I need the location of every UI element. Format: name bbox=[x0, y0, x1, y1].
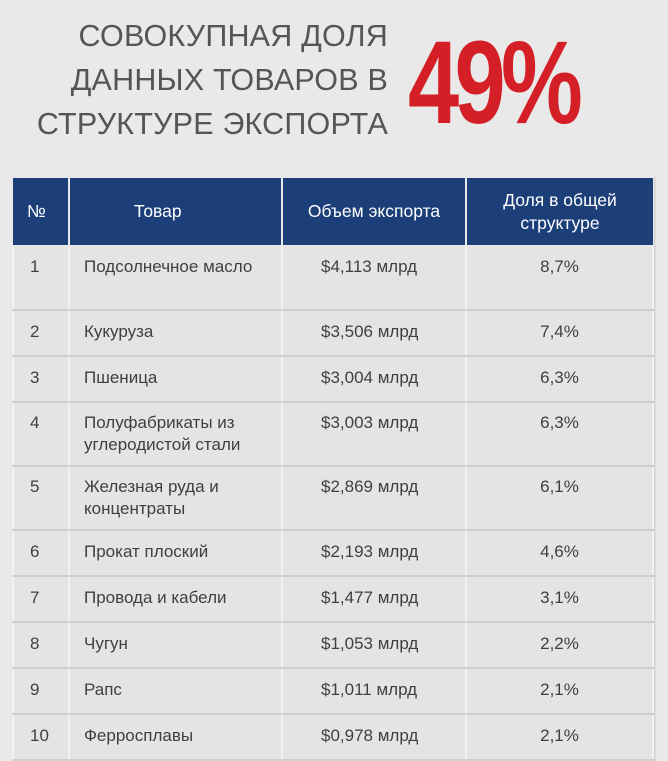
row-number: 1 bbox=[12, 245, 70, 311]
table-row: 8 Чугун $1,053 млрд 2,2% bbox=[12, 621, 654, 669]
row-volume: $1,053 млрд bbox=[281, 621, 467, 669]
row-volume: $4,113 млрд bbox=[281, 245, 467, 311]
row-number: 10 bbox=[12, 713, 70, 761]
table-row: 5 Железная руда и концентраты $2,869 млр… bbox=[12, 465, 654, 531]
row-number: 4 bbox=[12, 401, 70, 467]
table-row: 3 Пшеница $3,004 млрд 6,3% bbox=[12, 355, 654, 403]
row-product: Чугун bbox=[68, 621, 283, 669]
row-product: Полуфабрикаты из углеродистой стали bbox=[68, 401, 283, 467]
row-volume: $0,978 млрд bbox=[281, 713, 467, 761]
row-share: 2,2% bbox=[465, 621, 654, 669]
column-header-volume: Объем экспорта bbox=[281, 176, 466, 247]
table-row: 10 Ферросплавы $0,978 млрд 2,1% bbox=[12, 713, 654, 761]
column-header-share: Доля в общей структуре bbox=[465, 176, 653, 247]
headline-line-3: СТРУКТУРЕ ЭКСПОРТА bbox=[36, 107, 388, 141]
row-product: Кукуруза bbox=[68, 309, 283, 357]
table-header-row: № Товар Объем экспорта Доля в общей стру… bbox=[13, 176, 653, 247]
row-number: 7 bbox=[12, 575, 70, 623]
row-product: Прокат плоский bbox=[68, 529, 283, 577]
row-volume: $3,004 млрд bbox=[281, 355, 467, 403]
row-share: 2,1% bbox=[465, 713, 654, 761]
row-share: 4,6% bbox=[465, 529, 654, 577]
row-share: 2,1% bbox=[465, 667, 654, 715]
headline-line-1: СОВОКУПНАЯ ДОЛЯ bbox=[78, 19, 388, 53]
table-row: 6 Прокат плоский $2,193 млрд 4,6% bbox=[12, 529, 654, 577]
table-row: 1 Подсолнечное масло $4,113 млрд 8,7% bbox=[12, 245, 654, 311]
headline: СОВОКУПНАЯ ДОЛЯ ДАННЫХ ТОВАРОВ В СТРУКТУ… bbox=[18, 14, 388, 146]
row-number: 5 bbox=[12, 465, 70, 531]
row-number: 8 bbox=[12, 621, 70, 669]
row-volume: $3,003 млрд bbox=[281, 401, 467, 467]
row-product: Пшеница bbox=[68, 355, 283, 403]
table-row: 7 Провода и кабели $1,477 млрд 3,1% bbox=[12, 575, 654, 623]
row-volume: $1,011 млрд bbox=[281, 667, 467, 715]
table-row: 4 Полуфабрикаты из углеродистой стали $3… bbox=[12, 401, 654, 467]
row-share: 3,1% bbox=[465, 575, 654, 623]
row-volume: $2,193 млрд bbox=[281, 529, 467, 577]
table-row: 9 Рапс $1,011 млрд 2,1% bbox=[12, 667, 654, 715]
export-structure-table: № Товар Объем экспорта Доля в общей стру… bbox=[12, 176, 654, 761]
row-product: Подсолнечное масло bbox=[68, 245, 283, 311]
row-product: Железная руда и концентраты bbox=[68, 465, 283, 531]
row-product: Ферросплавы bbox=[68, 713, 283, 761]
row-product: Рапс bbox=[68, 667, 283, 715]
row-volume: $1,477 млрд bbox=[281, 575, 467, 623]
row-share: 6,1% bbox=[465, 465, 654, 531]
row-share: 6,3% bbox=[465, 355, 654, 403]
column-header-number: № bbox=[13, 176, 69, 247]
row-number: 2 bbox=[12, 309, 70, 357]
row-volume: $2,869 млрд bbox=[281, 465, 467, 531]
row-number: 9 bbox=[12, 667, 70, 715]
table-row: 2 Кукуруза $3,506 млрд 7,4% bbox=[12, 309, 654, 357]
total-share-percent: 49% bbox=[408, 17, 583, 149]
row-product: Провода и кабели bbox=[68, 575, 283, 623]
row-number: 6 bbox=[12, 529, 70, 577]
row-share: 7,4% bbox=[465, 309, 654, 357]
row-number: 3 bbox=[12, 355, 70, 403]
row-share: 6,3% bbox=[465, 401, 654, 467]
row-volume: $3,506 млрд bbox=[281, 309, 467, 357]
column-header-product: Товар bbox=[68, 176, 282, 247]
headline-line-2: ДАННЫХ ТОВАРОВ В bbox=[70, 63, 388, 97]
row-share: 8,7% bbox=[465, 245, 654, 311]
